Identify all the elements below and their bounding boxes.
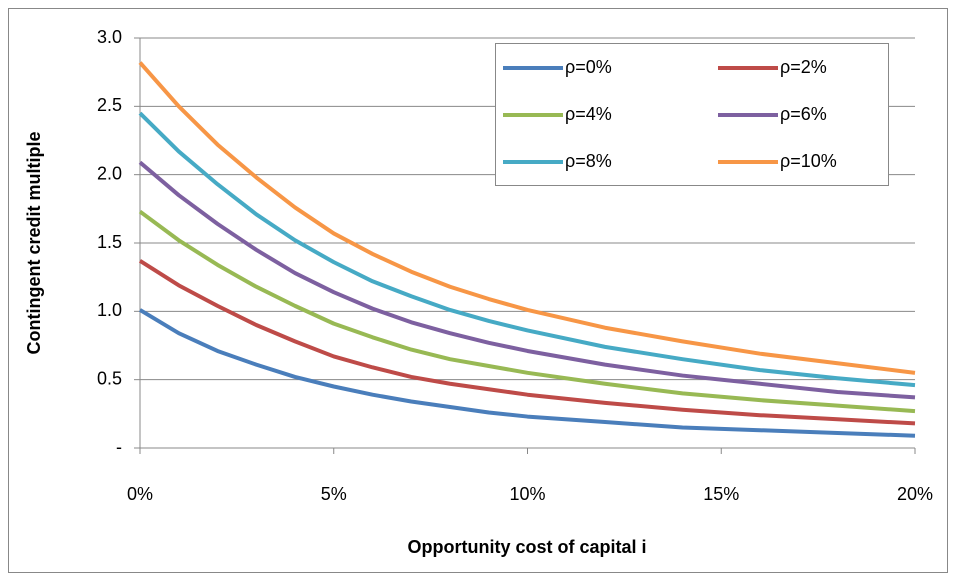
series-line [138,111,916,388]
legend-label: ρ=10% [780,151,837,171]
legend-label: ρ=6% [780,104,827,124]
x-tick-label: 20% [897,484,933,504]
x-tick-label: 0% [127,484,153,504]
y-axis-title: Contingent credit multiple [24,132,44,355]
x-tick-label: 15% [703,484,739,504]
series-line [138,160,916,400]
legend-label: ρ=0% [565,57,612,77]
y-tick-label: 1.0 [97,300,122,320]
series-line [138,61,916,375]
y-tick-label: 0.5 [97,368,122,388]
y-tick-label: - [116,437,122,457]
legend-label: ρ=2% [780,57,827,77]
y-tick-label: 2.5 [97,95,122,115]
legend-label: ρ=4% [565,104,612,124]
y-tick-label: 1.5 [97,232,122,252]
series-line [138,259,916,426]
x-tick-label: 10% [509,484,545,504]
series-line [138,209,916,414]
legend-label: ρ=8% [565,151,612,171]
y-tick-label: 2.0 [97,163,122,183]
y-tick-label: 3.0 [97,27,122,47]
series-line [138,308,916,438]
x-tick-label: 5% [321,484,347,504]
x-axis-title: Opportunity cost of capital i [407,537,646,557]
